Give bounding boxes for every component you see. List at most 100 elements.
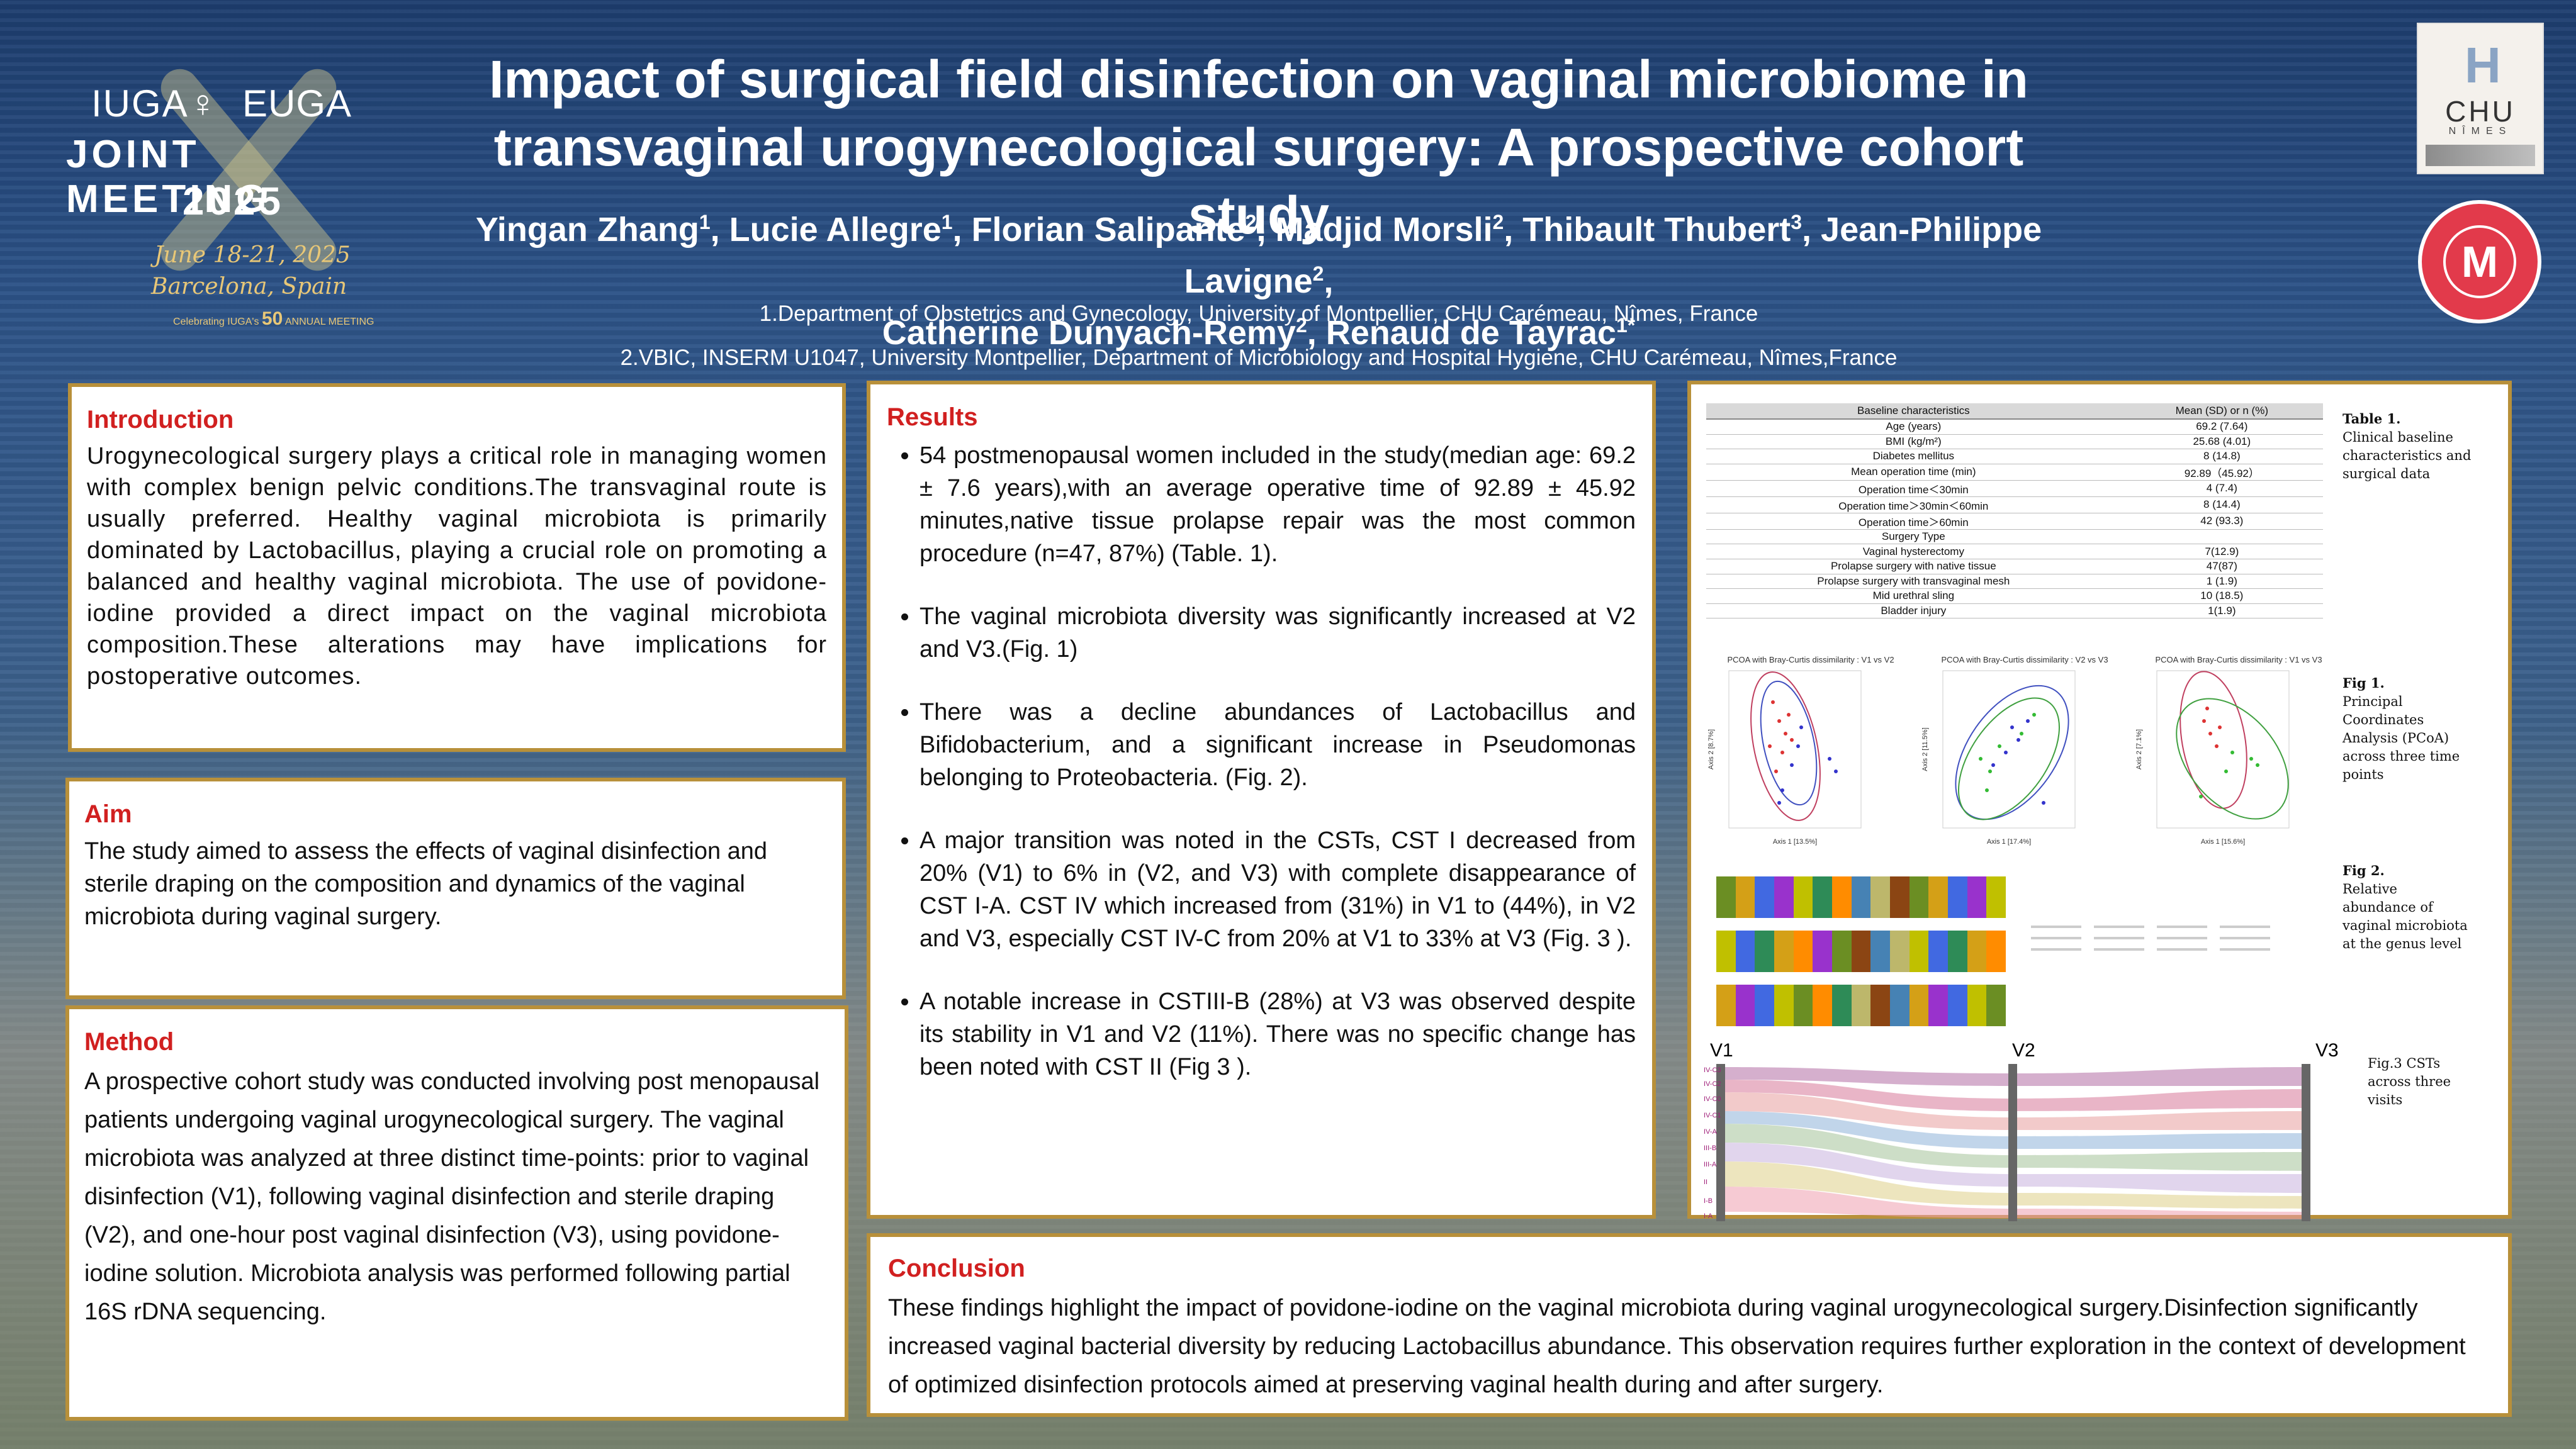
chu-bar xyxy=(2426,145,2535,166)
table-cell: 47(87) xyxy=(2120,559,2323,574)
pcoa-points-v2 xyxy=(1991,719,2045,805)
table-cell: Vaginal hysterectomy xyxy=(1706,544,2121,559)
pcoa-points-v3 xyxy=(2199,751,2259,798)
table-row: Surgery Type xyxy=(1706,529,2323,545)
affiliation-2: 2.VBIC, INSERM U1047, University Montpel… xyxy=(620,345,1898,370)
fig3-caption: Fig.3 CSTs across three visits xyxy=(2368,1056,2451,1107)
pcoa-xlabel: Axis 1 [15.6%] xyxy=(2201,838,2245,846)
pcoa-points-v1 xyxy=(2202,707,2222,748)
author-sup: 2 xyxy=(1295,314,1307,337)
aim-section: Aim The study aimed to assess the effect… xyxy=(65,778,846,999)
authors-line-2: Catherine Dunyach-Remy2, Renaud de Tayra… xyxy=(882,314,1636,352)
results-heading: Results xyxy=(887,403,978,431)
pcoa-plot: Axis 1 [17.4%] Axis 2 [11.5%] xyxy=(1921,670,2076,846)
author-sup: 2 xyxy=(1312,262,1324,285)
anniversary-suffix: ANNUAL MEETING xyxy=(284,316,374,327)
abundance-bar-v3 xyxy=(1716,985,2006,1026)
method-heading: Method xyxy=(84,1028,174,1056)
cst-label: IV-C3 xyxy=(1704,1066,1721,1074)
table-row: BMI (kg/m²) 25.68 (4.01) xyxy=(1706,434,2323,450)
chu-text: CHU xyxy=(2445,95,2516,128)
table-cell: 92.89（45.92） xyxy=(2120,464,2323,481)
baseline-table: Baseline characteristics Mean (SD) or n … xyxy=(1706,403,2323,619)
results-bullet: There was a decline abundances of Lactob… xyxy=(920,696,1636,794)
cst-label: III-A xyxy=(1704,1161,1717,1168)
conclusion-heading: Conclusion xyxy=(888,1255,1025,1282)
table-row: Mid urethral sling 10 (18.5) xyxy=(1706,588,2323,604)
results-bullet: A major transition was noted in the CSTs… xyxy=(920,824,1636,955)
conference-logo: IUGA♀ EUGA JOINT MEETING 2025 June 18-21… xyxy=(60,44,412,340)
visit-label-v1: V1 xyxy=(1710,1040,1733,1061)
chu-city: NÎMES xyxy=(2448,126,2512,137)
table-row: Operation time＞30min＜60min 8 (14.4) xyxy=(1706,496,2323,513)
author-name: Lucie Allegre xyxy=(729,211,942,249)
year-text: 2025 xyxy=(183,180,284,223)
author-sup: 3 xyxy=(1791,211,1803,233)
anniversary-badge: Celebrating IUGA's 50 ANNUAL MEETING xyxy=(173,308,374,330)
table-cell: Age (years) xyxy=(1706,419,2121,435)
meeting-dates: June 18-21, 2025 xyxy=(154,242,351,268)
table-row: Mean operation time (min) 92.89（45.92） xyxy=(1706,464,2323,481)
results-bullet: The vaginal microbiota diversity was sig… xyxy=(920,600,1636,666)
cst-label: IV-C1 xyxy=(1704,1112,1721,1119)
table1-caption: Table 1. Clinical baseline characteristi… xyxy=(2343,410,2494,483)
author-name: Florian Salipante xyxy=(971,211,1246,249)
university-montpellier-seal: M xyxy=(2418,200,2541,323)
table-cell: Bladder injury xyxy=(1706,603,2121,619)
euga-logo-text: EUGA xyxy=(242,82,352,125)
abundance-bar-v2 xyxy=(1716,931,2006,972)
table-row: Operation time＞60min 42 (93.3) xyxy=(1706,513,2323,530)
pcoa-xlabel: Axis 1 [13.5%] xyxy=(1773,838,1817,846)
pcoa-title: PCOA with Bray-Curtis dissimilarity : V1… xyxy=(1727,655,1894,664)
stratum-v1 xyxy=(1716,1064,1725,1221)
affiliation-1: 1.Department of Obstetrics and Gynecolog… xyxy=(759,301,1758,326)
meeting-location: Barcelona, Spain xyxy=(151,274,347,299)
pcoa-ylabel: Axis 2 [11.5%] xyxy=(1921,727,1929,771)
aim-text: The study aimed to assess the effects of… xyxy=(84,838,768,930)
pcoa-panel-1: PCOA with Bray-Curtis dissimilarity : V1… xyxy=(1704,655,1918,856)
visit-label-v3: V3 xyxy=(2315,1040,2339,1061)
table-row: Prolapse surgery with transvaginal mesh 1… xyxy=(1706,574,2323,590)
cst-label: III-B xyxy=(1704,1144,1716,1152)
author-sup: 1 xyxy=(941,211,953,233)
chu-nimes-logo: H CHU NÎMES xyxy=(2417,23,2544,174)
pcoa-plot: Axis 1 [13.5%] Axis 2 [8.7%] xyxy=(1707,670,1862,846)
visit-label-v2: V2 xyxy=(2012,1040,2035,1061)
author-name: Thibault Thubert xyxy=(1522,211,1791,249)
table-cell: Operation time＞60min xyxy=(1706,513,2121,530)
author-name: Yingan Zhang xyxy=(475,211,699,249)
table-cell: 4 (7.4) xyxy=(2120,480,2323,497)
table-cell: Mid urethral sling xyxy=(1706,588,2121,604)
table-row: Prolapse surgery with native tissue 47(87… xyxy=(1706,559,2323,574)
table-cell: 10 (18.5) xyxy=(2120,588,2323,604)
author-name: Jean-Philippe Lavigne xyxy=(1184,211,2042,300)
poster-title: Impact of surgical field disinfection on… xyxy=(441,45,2077,249)
iuga-logo-text: IUGA♀ xyxy=(91,82,218,125)
author-name: Madjid Morsli xyxy=(1275,211,1493,249)
table-cell: 8 (14.4) xyxy=(2120,496,2323,513)
chu-h-letter: H xyxy=(2465,37,2501,93)
title-line-1: Impact of surgical field disinfection on… xyxy=(489,50,2028,109)
caption-label: Fig 2. xyxy=(2343,863,2385,878)
method-section: Method A prospective cohort study was co… xyxy=(65,1005,848,1421)
table-cell: Operation time＞30min＜60min xyxy=(1706,496,2121,513)
cst-label: I-A xyxy=(1704,1212,1713,1220)
cst-label: I-B xyxy=(1704,1197,1713,1205)
table-cell: 42 (93.3) xyxy=(2120,513,2323,530)
anniversary-prefix: Celebrating IUGA's xyxy=(173,316,259,327)
conclusion-text: These findings highlight the impact of p… xyxy=(888,1295,2466,1398)
table-cell: Operation time＜30min xyxy=(1706,480,2121,497)
stratum-v3 xyxy=(2302,1064,2310,1221)
cst-label: IV-C2 xyxy=(1704,1080,1721,1088)
author-name: Renaud de Tayrac xyxy=(1325,314,1616,352)
results-list: 54 postmenopausal women included in the … xyxy=(887,439,1636,1083)
introduction-section: Introduction Urogynecological surgery pl… xyxy=(68,383,846,752)
table-cell: 1 (1.9) xyxy=(2120,574,2323,590)
table-cell: 1(1.9) xyxy=(2120,603,2323,619)
joint-meeting-text: JOINT MEETING xyxy=(66,133,271,221)
caption-text: Principal Coordinates Analysis (PCoA) ac… xyxy=(2343,694,2460,782)
title-line-2: transvaginal urogynecological surgery: A… xyxy=(493,118,2024,245)
abundance-bar-v1 xyxy=(1716,876,2006,918)
fig1-caption: Fig 1. Principal Coordinates Analysis (P… xyxy=(2343,674,2468,784)
authors-line-1: Yingan Zhang1, Lucie Allegre1, Florian S… xyxy=(475,211,2042,300)
